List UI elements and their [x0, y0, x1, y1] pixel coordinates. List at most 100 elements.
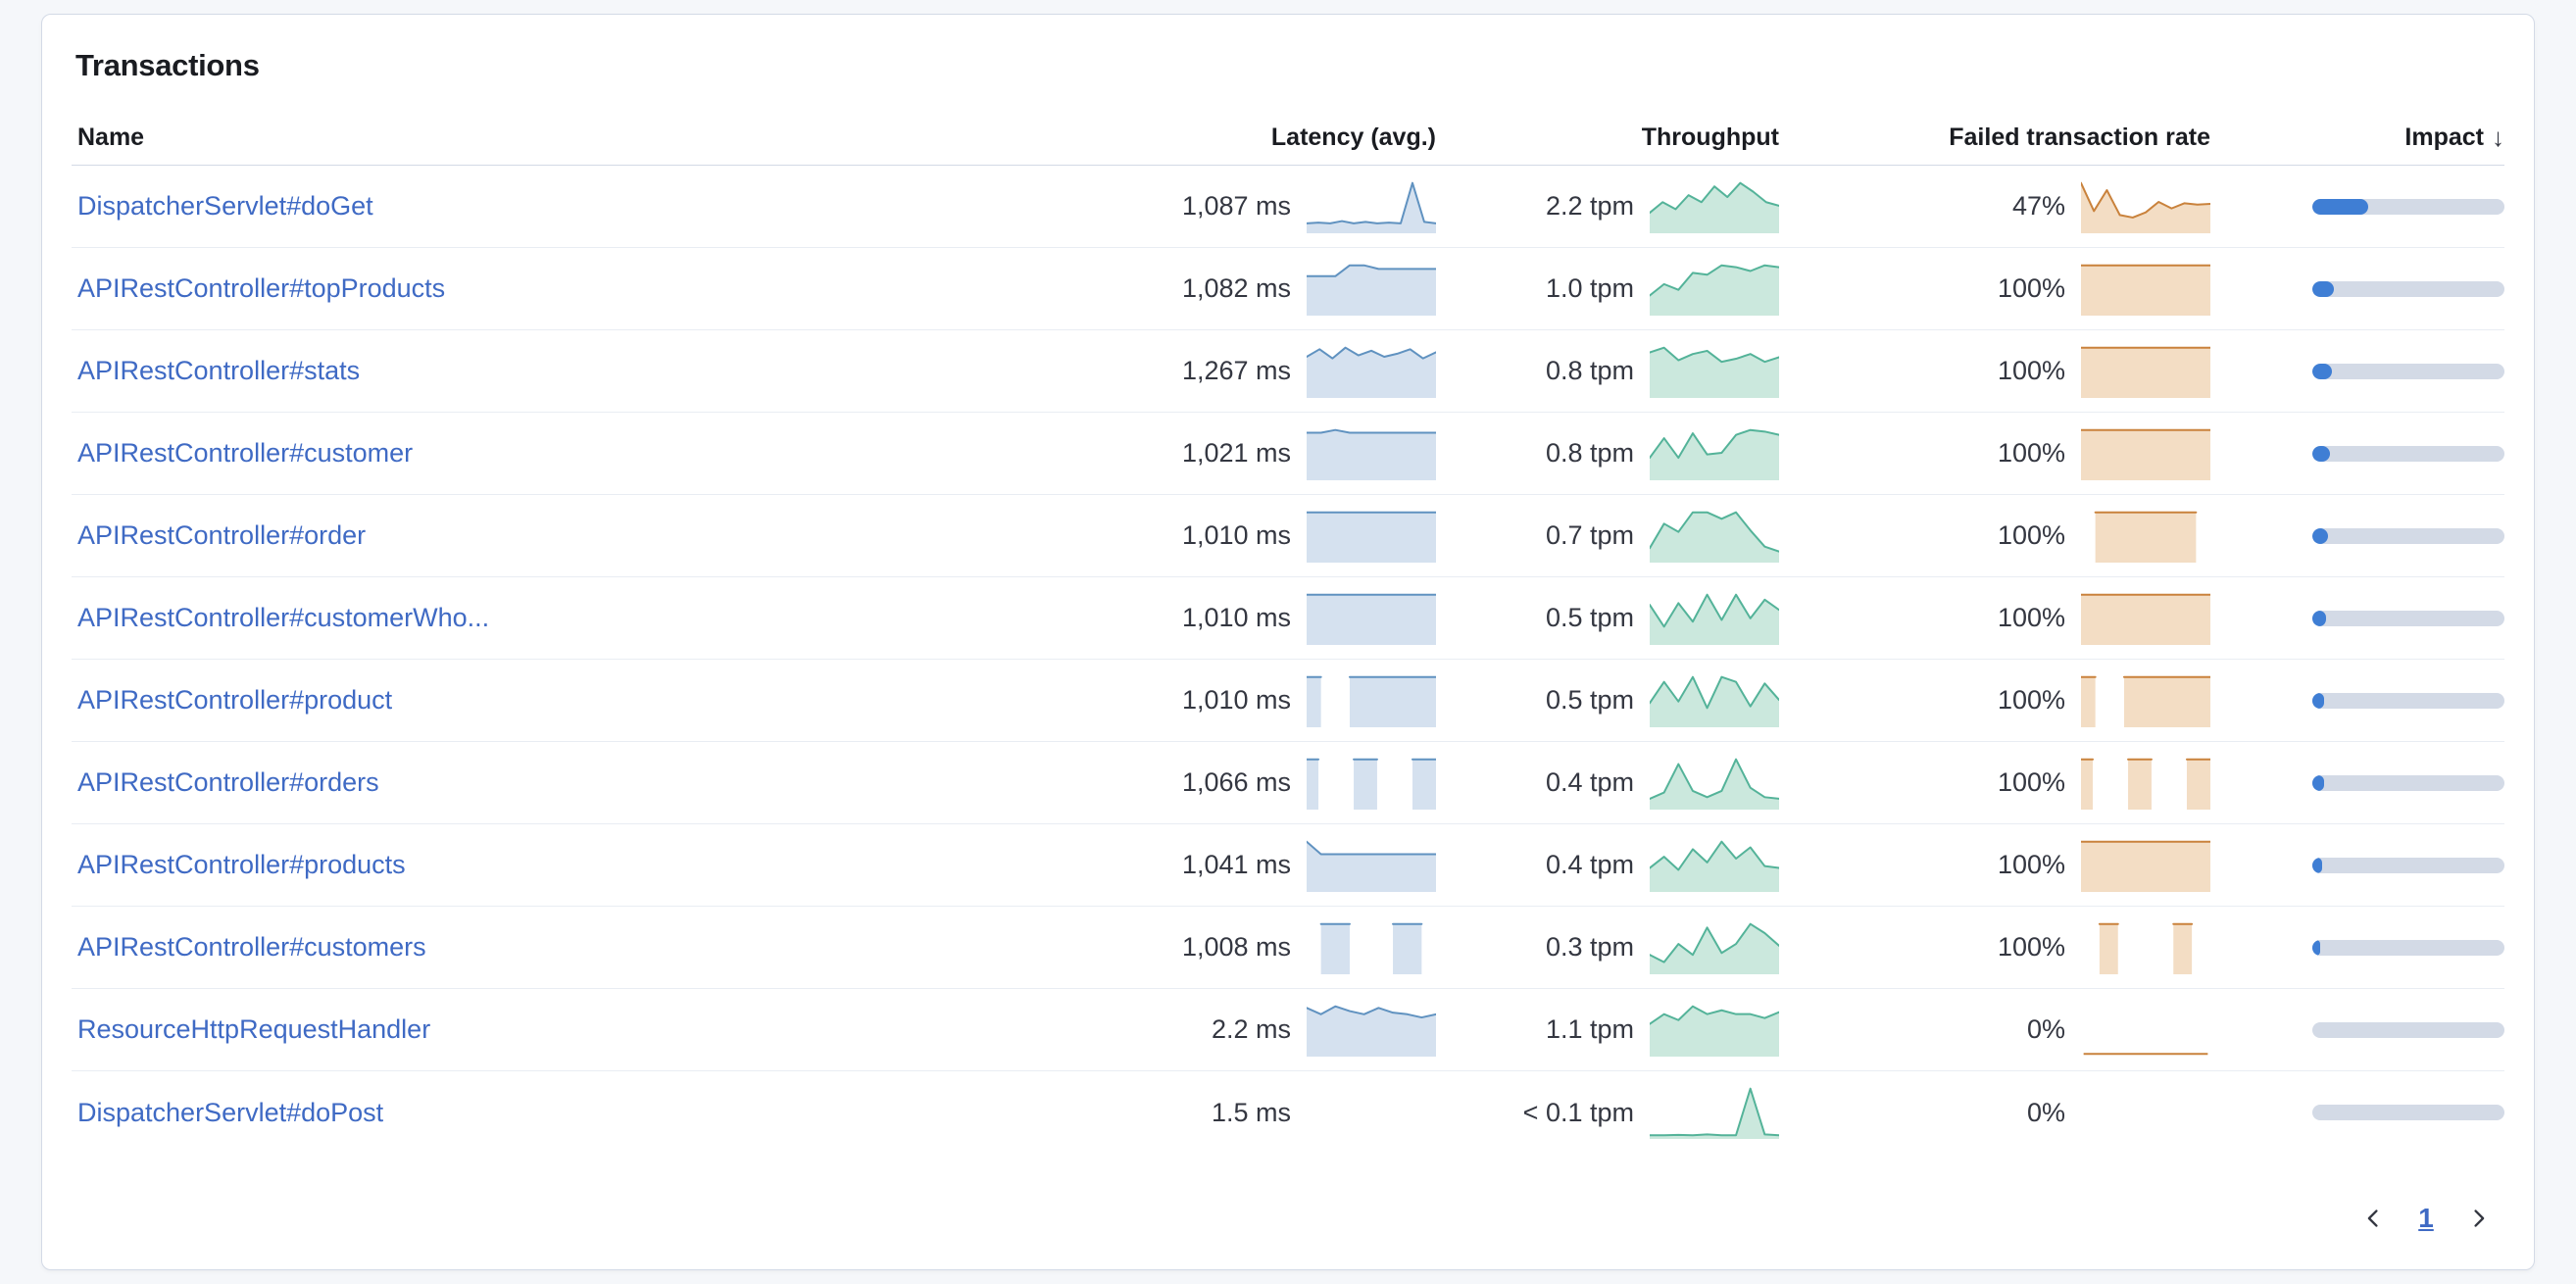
- impact-bar: [2312, 280, 2504, 297]
- transaction-link[interactable]: APIRestController#products: [77, 850, 406, 879]
- latency-cell: 1,267 ms: [1113, 345, 1436, 398]
- latency-cell: 1,066 ms: [1113, 757, 1436, 810]
- throughput-sparkline: [1650, 180, 1779, 233]
- impact-cell: [2210, 445, 2504, 462]
- throughput-sparkline: [1650, 592, 1779, 645]
- impact-bar: [2312, 774, 2504, 791]
- throughput-cell: 0.4 tpm: [1436, 839, 1779, 892]
- transaction-link[interactable]: DispatcherServlet#doGet: [77, 191, 373, 221]
- latency-cell: 1,010 ms: [1113, 510, 1436, 563]
- table-row: APIRestController#order 1,010 ms 0.7 tpm…: [72, 495, 2504, 577]
- name-cell: APIRestController#product: [72, 685, 1113, 716]
- latency-sparkline: [1307, 510, 1436, 563]
- column-header-throughput[interactable]: Throughput: [1641, 123, 1779, 151]
- failed-rate-value: 100%: [1997, 356, 2065, 385]
- latency-cell: 1,041 ms: [1113, 839, 1436, 892]
- throughput-sparkline: [1650, 839, 1779, 892]
- impact-cell: [2210, 280, 2504, 297]
- throughput-value: 0.5 tpm: [1545, 685, 1634, 715]
- failed-rate-cell: 100%: [1779, 674, 2210, 727]
- throughput-sparkline: [1650, 345, 1779, 398]
- pagination: 1: [72, 1171, 2504, 1244]
- latency-sparkline: [1307, 427, 1436, 480]
- latency-sparkline: [1307, 839, 1436, 892]
- transaction-link[interactable]: APIRestController#customer: [77, 438, 414, 468]
- next-page-button[interactable]: [2457, 1197, 2501, 1240]
- latency-cell: 1.5 ms: [1113, 1086, 1436, 1139]
- latency-value: 2.2 ms: [1211, 1014, 1291, 1044]
- transaction-link[interactable]: DispatcherServlet#doPost: [77, 1097, 384, 1127]
- name-cell: DispatcherServlet#doPost: [72, 1098, 1113, 1128]
- latency-value: 1,082 ms: [1181, 273, 1291, 303]
- failed-rate-cell: 100%: [1779, 263, 2210, 316]
- column-header-name[interactable]: Name: [77, 123, 145, 151]
- throughput-value: 2.2 tpm: [1545, 191, 1634, 221]
- page-number-button[interactable]: 1: [2404, 1197, 2448, 1240]
- throughput-cell: 0.3 tpm: [1436, 921, 1779, 974]
- failed-rate-value: 100%: [1997, 767, 2065, 797]
- column-header-impact[interactable]: Impact ↓: [2210, 123, 2504, 153]
- failed-rate-cell: 100%: [1779, 592, 2210, 645]
- transactions-panel: Transactions Name Latency (avg.) Through…: [41, 14, 2535, 1270]
- latency-value: 1,267 ms: [1181, 356, 1291, 385]
- table-row: APIRestController#topProducts 1,082 ms 1…: [72, 248, 2504, 330]
- failed-rate-cell: 100%: [1779, 510, 2210, 563]
- failed-rate-sparkline: [2081, 674, 2210, 727]
- transaction-link[interactable]: ResourceHttpRequestHandler: [77, 1014, 431, 1044]
- column-header-latency[interactable]: Latency (avg.): [1270, 123, 1436, 151]
- table-header: Name Latency (avg.) Throughput Failed tr…: [72, 111, 2504, 166]
- throughput-sparkline: [1650, 757, 1779, 810]
- impact-bar: [2312, 1105, 2504, 1120]
- transaction-link[interactable]: APIRestController#stats: [77, 356, 361, 385]
- failed-rate-cell: 100%: [1779, 839, 2210, 892]
- latency-value: 1,021 ms: [1181, 438, 1291, 468]
- column-header-failed-rate[interactable]: Failed transaction rate: [1949, 123, 2210, 151]
- impact-cell: [2210, 939, 2504, 956]
- table-body: DispatcherServlet#doGet 1,087 ms 2.2 tpm…: [72, 166, 2504, 1154]
- impact-bar-fill: [2312, 527, 2328, 544]
- impact-bar-fill: [2312, 363, 2332, 379]
- throughput-value: 0.3 tpm: [1545, 932, 1634, 962]
- throughput-cell: 0.5 tpm: [1436, 674, 1779, 727]
- latency-cell: 1,010 ms: [1113, 592, 1436, 645]
- impact-cell: [2210, 857, 2504, 873]
- transaction-link[interactable]: APIRestController#topProducts: [77, 273, 446, 303]
- impact-bar: [2312, 363, 2504, 379]
- impact-cell: [2210, 198, 2504, 215]
- throughput-sparkline: [1650, 1086, 1779, 1139]
- failed-rate-value: 0%: [2026, 1014, 2065, 1044]
- latency-cell: 1,021 ms: [1113, 427, 1436, 480]
- impact-bar-fill: [2312, 939, 2320, 956]
- impact-cell: [2210, 527, 2504, 544]
- latency-value: 1,008 ms: [1181, 932, 1291, 962]
- table-row: DispatcherServlet#doGet 1,087 ms 2.2 tpm…: [72, 166, 2504, 248]
- impact-bar-fill: [2312, 692, 2324, 709]
- throughput-sparkline: [1650, 1004, 1779, 1057]
- transaction-link[interactable]: APIRestController#orders: [77, 767, 379, 797]
- throughput-value: 0.7 tpm: [1545, 520, 1634, 550]
- failed-rate-cell: 0%: [1779, 1004, 2210, 1057]
- failed-rate-sparkline: [2081, 180, 2210, 233]
- impact-bar-fill: [2312, 445, 2330, 462]
- throughput-value: 0.5 tpm: [1545, 603, 1634, 632]
- throughput-cell: 2.2 tpm: [1436, 180, 1779, 233]
- prev-page-button[interactable]: [2352, 1197, 2395, 1240]
- impact-cell: [2210, 774, 2504, 791]
- transactions-table: Name Latency (avg.) Throughput Failed tr…: [72, 111, 2504, 1154]
- name-cell: APIRestController#customer: [72, 438, 1113, 469]
- latency-value: 1.5 ms: [1211, 1097, 1291, 1127]
- throughput-value: 1.1 tpm: [1545, 1014, 1634, 1044]
- transaction-link[interactable]: APIRestController#order: [77, 520, 367, 550]
- failed-rate-sparkline: [2081, 757, 2210, 810]
- throughput-cell: 1.1 tpm: [1436, 1004, 1779, 1057]
- failed-rate-value: 100%: [1997, 850, 2065, 879]
- failed-rate-cell: 0%: [1779, 1086, 2210, 1139]
- latency-cell: 1,082 ms: [1113, 263, 1436, 316]
- throughput-cell: < 0.1 tpm: [1436, 1086, 1779, 1139]
- transaction-link[interactable]: APIRestController#product: [77, 685, 393, 715]
- transaction-link[interactable]: APIRestController#customerWho...: [77, 603, 490, 632]
- transaction-link[interactable]: APIRestController#customers: [77, 932, 426, 962]
- throughput-cell: 1.0 tpm: [1436, 263, 1779, 316]
- throughput-sparkline: [1650, 674, 1779, 727]
- latency-sparkline: [1307, 180, 1436, 233]
